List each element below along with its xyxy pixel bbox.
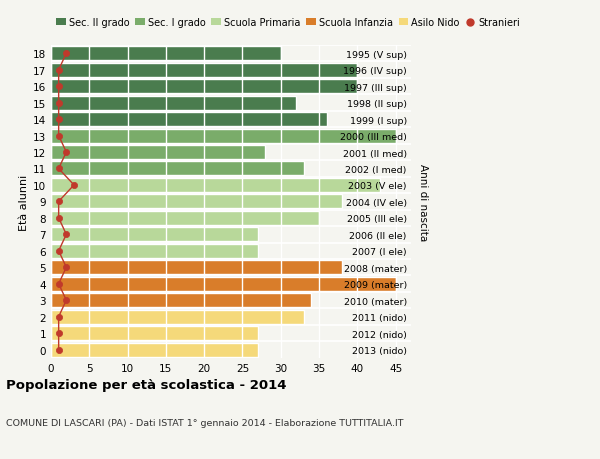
Text: Popolazione per età scolastica - 2014: Popolazione per età scolastica - 2014 bbox=[6, 379, 287, 392]
Bar bbox=[51, 228, 258, 242]
Bar bbox=[51, 47, 281, 61]
Bar bbox=[51, 294, 311, 308]
Bar bbox=[51, 326, 258, 341]
Bar bbox=[51, 310, 304, 324]
Bar bbox=[51, 212, 319, 225]
Bar bbox=[51, 162, 304, 176]
Legend: Sec. II grado, Sec. I grado, Scuola Primaria, Scuola Infanzia, Asilo Nido, Stran: Sec. II grado, Sec. I grado, Scuola Prim… bbox=[52, 14, 524, 32]
Bar bbox=[51, 277, 395, 291]
Bar bbox=[51, 179, 380, 192]
Bar bbox=[51, 195, 342, 209]
Bar bbox=[51, 244, 258, 258]
Bar bbox=[51, 63, 358, 78]
Bar bbox=[51, 343, 258, 357]
Bar bbox=[51, 113, 327, 127]
Text: COMUNE DI LASCARI (PA) - Dati ISTAT 1° gennaio 2014 - Elaborazione TUTTITALIA.IT: COMUNE DI LASCARI (PA) - Dati ISTAT 1° g… bbox=[6, 418, 404, 427]
Bar bbox=[51, 146, 265, 160]
Y-axis label: Anni di nascita: Anni di nascita bbox=[418, 163, 428, 241]
Bar bbox=[51, 80, 358, 94]
Bar bbox=[51, 96, 296, 110]
Y-axis label: Età alunni: Età alunni bbox=[19, 174, 29, 230]
Bar bbox=[51, 261, 342, 274]
Bar bbox=[51, 129, 395, 143]
